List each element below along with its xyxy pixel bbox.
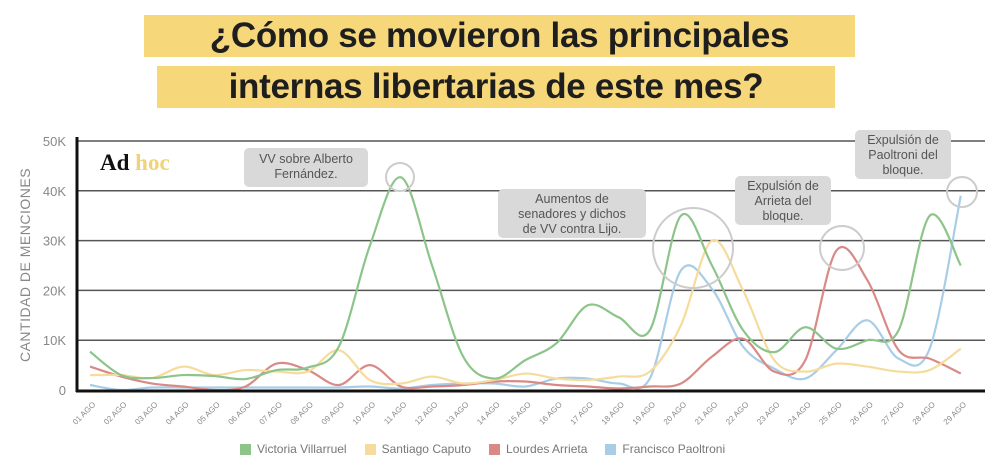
x-tick-label: 25 AGO — [817, 400, 843, 426]
x-tick-label: 15 AGO — [506, 400, 532, 426]
annotation-vv-fernandez: VV sobre Alberto Fernández. — [244, 148, 368, 187]
y-tick-label: 50K — [43, 134, 66, 149]
x-tick-label: 02 AGO — [102, 400, 128, 426]
legend: Victoria Villarruel Santiago Caputo Lour… — [240, 442, 725, 456]
series-line-victoria-villarruel — [89, 176, 962, 381]
x-tick-label: 21 AGO — [693, 400, 719, 426]
annotation-expulsion-arrieta: Expulsión de Arrieta del bloque. — [735, 176, 831, 225]
x-tick-label: 29 AGO — [942, 400, 968, 426]
series-line-lourdes-arrieta — [89, 245, 962, 392]
highlight-circle — [652, 207, 734, 289]
series-line-santiago-caputo — [89, 239, 962, 386]
highlight-circle — [385, 162, 415, 192]
x-tick-label: 09 AGO — [320, 400, 346, 426]
legend-label: Francisco Paoltroni — [622, 442, 726, 456]
legend-swatch — [605, 443, 617, 455]
x-tick-label: 10 AGO — [351, 400, 377, 426]
legend-item-villarruel: Victoria Villarruel — [240, 442, 347, 456]
x-tick-label: 03 AGO — [133, 400, 159, 426]
title-line-2: internas libertarias de este mes? — [157, 66, 835, 108]
x-tick-label: 07 AGO — [258, 400, 284, 426]
legend-item-arrieta: Lourdes Arrieta — [489, 442, 587, 456]
legend-label: Santiago Caputo — [381, 442, 472, 456]
y-tick-label: 0 — [59, 383, 66, 398]
legend-swatch — [240, 443, 251, 455]
x-tick-label: 04 AGO — [164, 400, 190, 426]
legend-label: Lourdes Arrieta — [506, 442, 588, 456]
y-tick-label: 40K — [43, 184, 66, 199]
y-tick-label: 20K — [43, 283, 66, 298]
x-tick-label: 28 AGO — [911, 400, 937, 426]
x-tick-label: 22 AGO — [724, 400, 750, 426]
annotation-aumentos-senadores: Aumentos de senadores y dichos de VV con… — [498, 189, 646, 238]
x-tick-label: 12 AGO — [413, 400, 439, 426]
x-tick-label: 24 AGO — [786, 400, 812, 426]
x-tick-label: 19 AGO — [631, 400, 657, 426]
adhoc-logo: Ad hoc — [100, 150, 170, 176]
x-tick-label: 06 AGO — [226, 400, 252, 426]
y-tick-label: 10K — [43, 333, 66, 348]
legend-item-caputo: Santiago Caputo — [364, 442, 472, 456]
x-tick-label: 17 AGO — [569, 400, 595, 426]
legend-swatch — [364, 443, 376, 455]
legend-swatch — [489, 443, 501, 455]
annotation-expulsion-paoltroni: Expulsión de Paoltroni del bloque. — [855, 130, 951, 179]
x-tick-label: 27 AGO — [880, 400, 906, 426]
x-tick-label: 13 AGO — [444, 400, 470, 426]
legend-item-paoltroni: Francisco Paoltroni — [605, 442, 725, 456]
title-line-1: ¿Cómo se movieron las principales — [144, 15, 855, 57]
logo-part-ad: Ad — [100, 150, 130, 175]
x-tick-label: 18 AGO — [600, 400, 626, 426]
x-tick-label: 14 AGO — [475, 400, 501, 426]
y-axis-title: CANTIDAD DE MENCIONES — [17, 168, 33, 362]
x-tick-label: 26 AGO — [848, 400, 874, 426]
x-tick-label: 20 AGO — [662, 400, 688, 426]
x-tick-label: 16 AGO — [537, 400, 563, 426]
y-tick-label: 30K — [43, 234, 66, 249]
x-tick-label: 23 AGO — [755, 400, 781, 426]
x-tick-label: 08 AGO — [289, 400, 315, 426]
x-tick-label: 05 AGO — [195, 400, 221, 426]
x-tick-label: 01 AGO — [71, 400, 97, 426]
highlight-circle — [819, 225, 865, 271]
x-tick-label: 11 AGO — [382, 400, 408, 426]
legend-label: Victoria Villarruel — [257, 442, 347, 456]
highlight-circle — [946, 176, 978, 208]
logo-part-hoc: hoc — [135, 150, 170, 175]
